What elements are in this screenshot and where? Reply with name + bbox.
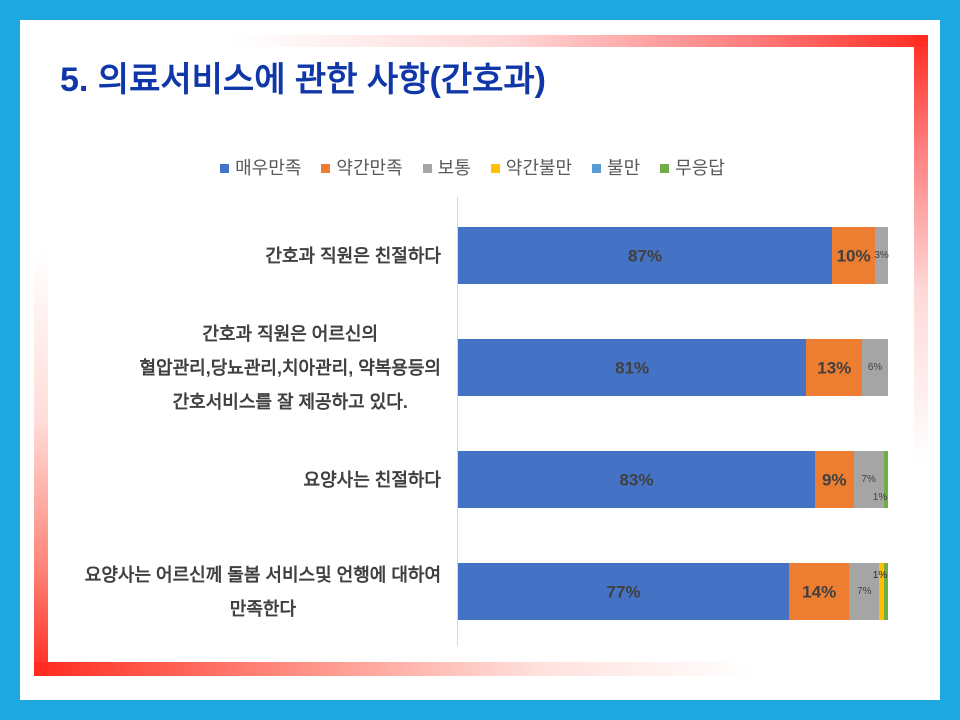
data-label: 6% — [867, 361, 883, 373]
category-label: 요양사는 친절하다 — [303, 469, 441, 490]
legend-marker — [490, 163, 500, 173]
bar-segment — [458, 451, 815, 508]
bar-segment — [862, 339, 888, 396]
data-label: 83% — [619, 470, 654, 489]
data-label: 1% — [872, 569, 888, 581]
legend-marker — [321, 163, 331, 173]
bar-segment — [883, 563, 888, 620]
legend-item: 보통 — [422, 158, 471, 178]
data-label: 1% — [872, 569, 888, 581]
chart-legend: 매우만족 약간만족 보통 약간불만 불만 무응답 — [0, 158, 945, 178]
slide-title: 5. 의료서비스에 관한 사항(간호과) — [60, 61, 546, 99]
data-label: 10% — [836, 246, 871, 265]
legend-label: 무응답 — [675, 158, 725, 178]
bar-segment — [879, 563, 884, 620]
data-label: 1% — [872, 491, 888, 503]
frame-accent-bottom — [34, 662, 754, 676]
bar-segment — [814, 451, 854, 508]
data-label: 77% — [606, 582, 641, 601]
legend-marker — [592, 163, 602, 173]
legend-label: 약간불만 — [505, 158, 573, 178]
data-label: 81% — [615, 358, 650, 377]
data-label: 7% — [861, 473, 876, 485]
legend-label: 불만 — [607, 158, 641, 178]
bar-segment — [853, 451, 884, 508]
legend-label: 약간만족 — [336, 158, 403, 178]
category-label: 요양사는 어르신께 돌봄 서비스및 언행에 대하여 만족한다 — [84, 564, 441, 619]
data-label: 9% — [821, 470, 847, 489]
legend-marker — [220, 163, 230, 173]
data-label: 87% — [628, 246, 663, 265]
frame-accent-right — [914, 35, 928, 465]
data-label: 3% — [874, 249, 889, 261]
bar-segment — [832, 227, 876, 284]
bar-segment — [806, 339, 863, 396]
legend-marker — [660, 163, 670, 173]
legend-label: 매우만족 — [235, 158, 302, 178]
legend-item: 무응답 — [660, 158, 725, 178]
bar-segment — [875, 227, 888, 284]
bar-segment — [883, 451, 888, 508]
legend-item: 매우만족 — [220, 158, 301, 178]
bar-segment — [789, 563, 850, 620]
bar-segment — [458, 227, 833, 284]
category-label: 간호과 직원은 친절하다 — [265, 245, 441, 266]
legend-item: 약간불만 — [490, 158, 573, 178]
category-label: 간호과 직원은 어르신의 혈압관리,당뇨관리,치아관리, 약복용등의 간호서비스… — [139, 323, 441, 412]
bar-segment — [458, 339, 807, 396]
frame-accent-left — [34, 250, 48, 676]
legend-marker — [422, 163, 432, 173]
legend-label: 보통 — [437, 158, 471, 178]
data-label: 7% — [857, 585, 872, 597]
legend-item: 불만 — [592, 158, 640, 178]
bar-segment — [458, 563, 790, 620]
category-axis-line — [457, 197, 458, 646]
data-label: 13% — [817, 358, 852, 377]
legend-item: 약간만족 — [321, 158, 403, 178]
frame-accent-top — [230, 35, 928, 47]
bar-segment — [849, 563, 880, 620]
data-label: 14% — [802, 582, 837, 601]
